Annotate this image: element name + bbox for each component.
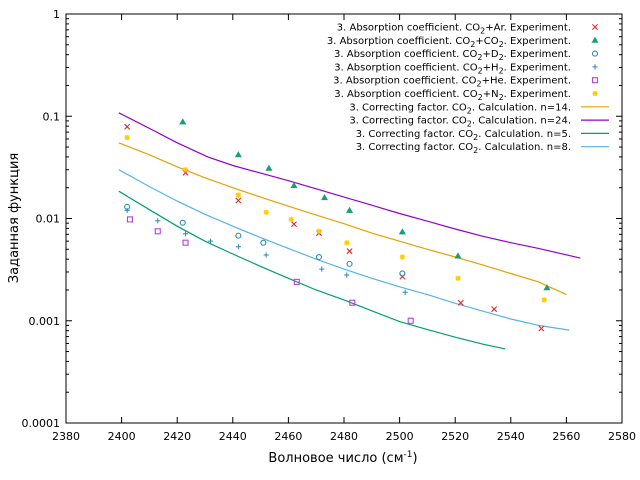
legend-swatch — [592, 24, 598, 30]
legend-entry-label: 3. Absorption coefficient. CO2+D2. Exper… — [334, 49, 571, 62]
data-point — [207, 238, 214, 244]
x-tick-label: 2460 — [274, 430, 302, 443]
x-tick-label: 2560 — [552, 430, 580, 443]
series-line — [118, 190, 506, 350]
data-point — [346, 248, 353, 255]
x-tick-label: 2500 — [386, 430, 414, 443]
y-tick-label: 0.1 — [43, 110, 61, 123]
y-tick-label: 1 — [53, 8, 60, 21]
x-tick-label: 2580 — [608, 430, 636, 443]
legend-swatch — [592, 90, 598, 97]
data-point — [260, 239, 267, 246]
data-point — [124, 134, 130, 141]
data-point — [265, 164, 273, 171]
data-point — [290, 181, 298, 189]
data-point — [346, 206, 354, 213]
data-point — [398, 228, 406, 235]
data-point — [154, 228, 161, 235]
legend: 3. Absorption coefficient. CO2+Ar. Exper… — [327, 23, 609, 155]
data-point — [182, 167, 189, 173]
data-point — [321, 194, 329, 201]
legend-swatch — [592, 64, 598, 70]
x-axis-title: Волновое число (см-1) — [268, 450, 417, 466]
x-tick-label: 2540 — [497, 430, 525, 443]
data-point — [543, 284, 551, 291]
data-point — [541, 297, 547, 303]
data-point — [455, 275, 461, 281]
legend-entry-label: 3. Correcting factor. CO2. Calculation. … — [349, 116, 571, 129]
data-point — [349, 299, 356, 306]
legend-entry-label: 3. Correcting factor. CO2. Calculation. … — [349, 102, 571, 115]
x-tick-label: 2480 — [330, 430, 358, 443]
data-point — [124, 207, 130, 214]
legend-entry-label: 3. Absorption coefficient. CO2+CO2. Expe… — [327, 36, 571, 49]
experiment-points — [124, 118, 551, 332]
data-point — [538, 325, 545, 332]
calculation-lines — [118, 112, 581, 350]
x-tick-label: 2440 — [219, 430, 247, 443]
data-point — [454, 252, 462, 259]
legend-swatch — [591, 36, 599, 43]
x-tick-label: 2380 — [52, 430, 80, 443]
data-point — [126, 216, 133, 223]
data-point — [179, 118, 187, 125]
data-point — [263, 252, 269, 258]
series-line — [118, 142, 567, 296]
x-tick-label: 2420 — [163, 430, 191, 443]
legend-swatch — [591, 50, 599, 57]
series-line — [118, 169, 570, 331]
x-tick-label: 2520 — [441, 430, 469, 443]
data-point — [290, 221, 297, 228]
data-point — [293, 278, 300, 285]
data-point — [316, 228, 322, 234]
y-tick-label: 0.001 — [29, 315, 61, 328]
data-point — [235, 197, 242, 204]
data-point — [346, 260, 353, 267]
data-point — [457, 299, 464, 306]
data-point — [407, 317, 414, 324]
legend-entry-label: 3. Absorption coefficient. CO2+N2. Exper… — [334, 89, 571, 102]
data-point — [399, 270, 406, 277]
axis-ticks: 2380 2400 2420 2440 2460 2480 2500 2520 2540 2560… — [22, 8, 637, 443]
data-point — [491, 306, 498, 313]
legend-swatch — [591, 77, 599, 84]
data-point — [315, 253, 323, 261]
data-point — [235, 244, 241, 250]
series-line — [118, 112, 581, 259]
y-axis-title: Заданная функция — [7, 153, 22, 283]
data-point — [179, 219, 186, 226]
data-point — [182, 239, 189, 246]
data-point — [235, 192, 241, 198]
data-point — [263, 209, 269, 215]
data-point — [402, 289, 408, 295]
legend-entry-label: 3. Absorption coefficient. CO2+Ar. Exper… — [337, 23, 571, 36]
y-tick-label: 0.0001 — [22, 417, 61, 430]
legend-entry-label: 3. Absorption coefficient. CO2+H2. Exper… — [334, 62, 571, 75]
data-point — [319, 266, 325, 272]
data-point — [155, 218, 161, 224]
data-point — [344, 240, 350, 246]
x-tick-label: 2400 — [108, 430, 136, 443]
data-point — [399, 254, 405, 260]
data-point — [182, 231, 189, 237]
legend-entry-label: 3. Absorption coefficient. CO2+He. Exper… — [333, 76, 571, 89]
legend-entry-label: 3. Correcting factor. CO2. Calculation. … — [356, 142, 571, 155]
data-point — [344, 272, 350, 278]
legend-entry-label: 3. Correcting factor. CO2. Calculation. … — [356, 129, 571, 142]
data-point — [234, 151, 242, 158]
data-point — [124, 123, 131, 130]
data-point — [235, 232, 242, 239]
data-point — [288, 216, 294, 222]
y-tick-label: 0.01 — [36, 213, 61, 226]
